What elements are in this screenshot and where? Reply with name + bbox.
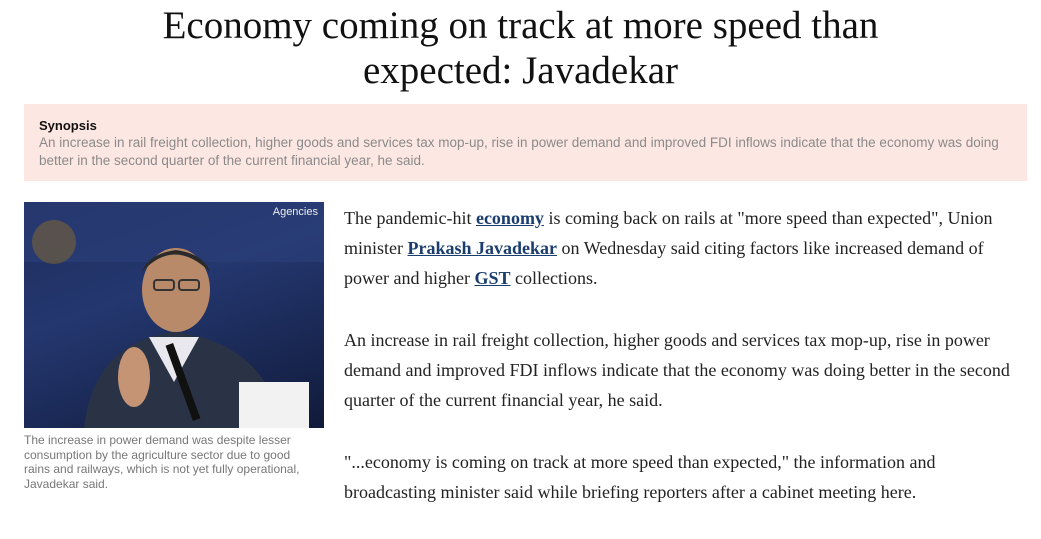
text: "...economy is coming on track at more s… [344,452,936,502]
synopsis-box: Synopsis An increase in rail freight col… [24,104,1027,181]
synopsis-text: An increase in rail freight collection, … [39,135,999,168]
paragraph: An increase in rail freight collection, … [344,325,1029,415]
link[interactable]: Prakash Javadekar [407,238,558,258]
image-credit: Agencies [272,206,318,218]
text: collections. [510,268,598,288]
headline: Economy coming on track at more speed th… [0,0,1041,93]
headline-text: Economy coming on track at more speed th… [162,4,879,92]
link[interactable]: GST [474,268,511,288]
text: An increase in rail freight collection, … [344,330,1010,410]
link[interactable]: economy [475,208,544,228]
image-illustration [24,202,324,428]
page-body: Economy coming on track at more speed th… [0,0,1041,502]
text: is coming back on rails at "more speed t… [344,208,993,258]
text: on Wednesday said citing factors like in… [344,238,984,288]
article-image: Agencies [24,202,324,428]
synopsis-label: Synopsis [39,118,97,133]
paragraph: The pandemic-hit economy is coming back … [344,203,1029,293]
article-body: The pandemic-hit economy is coming back … [344,203,1029,539]
paragraph: "...economy is coming on track at more s… [344,447,1029,507]
image-caption: The increase in power demand was despite… [24,433,300,491]
page: Article {"article": { "title": "Economy … [0,0,1041,502]
text: The pandemic-hit [344,208,476,228]
